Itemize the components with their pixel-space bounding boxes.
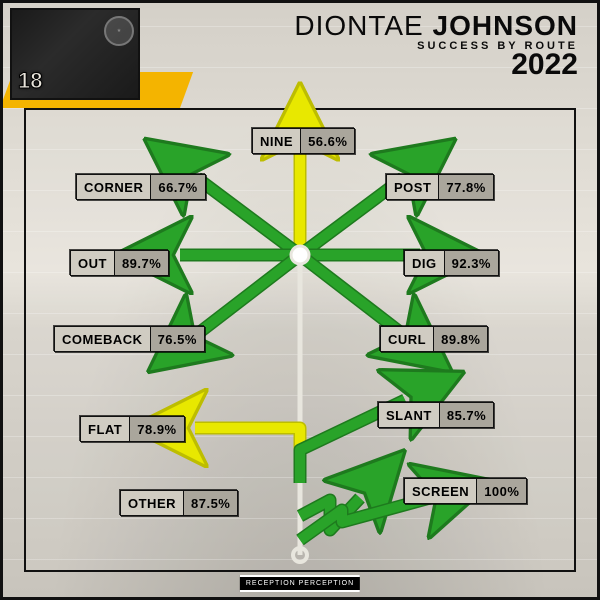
route-name: SLANT — [378, 402, 440, 428]
route-label-slant: SLANT85.7% — [378, 402, 494, 428]
route-label-out: OUT89.7% — [70, 250, 169, 276]
route-label-nine: NINE56.6% — [252, 128, 355, 154]
route-pct: 78.9% — [130, 416, 184, 442]
route-label-other: OTHER87.5% — [120, 490, 238, 516]
route-pct: 66.7% — [151, 174, 205, 200]
route-pct: 77.8% — [439, 174, 493, 200]
route-label-post: POST77.8% — [386, 174, 494, 200]
route-name: DIG — [404, 250, 445, 276]
route-label-flat: FLAT78.9% — [80, 416, 185, 442]
route-pct: 100% — [477, 478, 527, 504]
route-pct: 92.3% — [445, 250, 499, 276]
route-pct: 87.5% — [184, 490, 238, 516]
route-pct: 89.7% — [115, 250, 169, 276]
route-name: POST — [386, 174, 439, 200]
route-pct: 85.7% — [440, 402, 494, 428]
route-name: SCREEN — [404, 478, 477, 504]
route-name: OTHER — [120, 490, 184, 516]
route-pct: 56.6% — [301, 128, 355, 154]
route-name: FLAT — [80, 416, 130, 442]
route-name: CURL — [380, 326, 434, 352]
route-label-dig: DIG92.3% — [404, 250, 499, 276]
route-pct: 89.8% — [434, 326, 488, 352]
route-label-corner: CORNER66.7% — [76, 174, 206, 200]
route-tree-svg — [0, 0, 600, 600]
route-label-comeback: COMEBACK76.5% — [54, 326, 205, 352]
route-name: OUT — [70, 250, 115, 276]
route-name: COMEBACK — [54, 326, 151, 352]
route-pct: 76.5% — [151, 326, 205, 352]
route-name: CORNER — [76, 174, 151, 200]
route-label-screen: SCREEN100% — [404, 478, 527, 504]
brand-badge: RECEPTION PERCEPTION — [240, 575, 360, 592]
route-name: NINE — [252, 128, 301, 154]
route-label-curl: CURL89.8% — [380, 326, 488, 352]
